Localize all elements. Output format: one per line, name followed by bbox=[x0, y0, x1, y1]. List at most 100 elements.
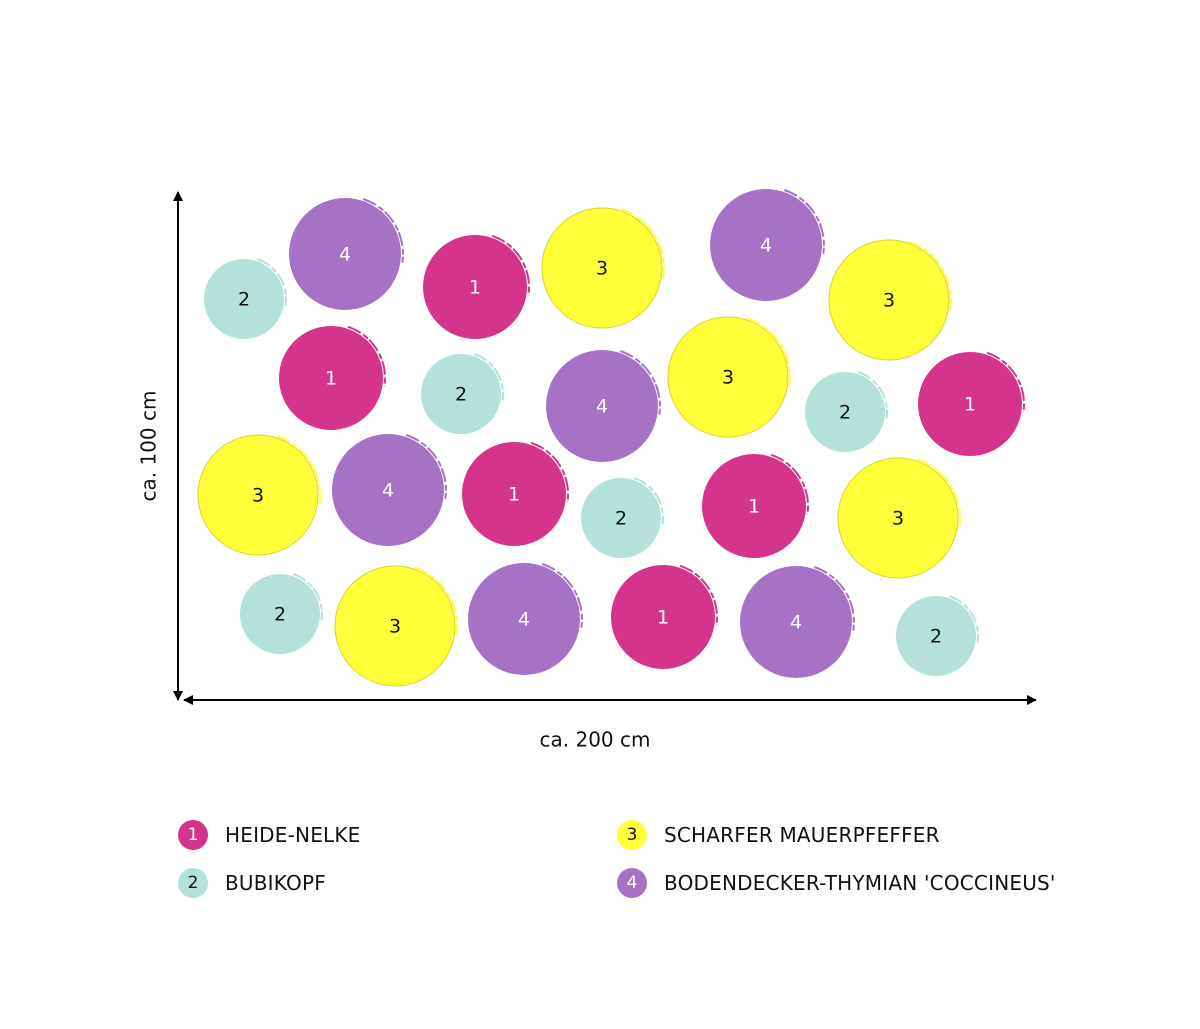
legend-label-1: HEIDE-NELKE bbox=[225, 823, 361, 847]
brush-stroke bbox=[747, 317, 791, 387]
width-dimension-label: ca. 200 cm bbox=[540, 728, 651, 752]
plant-number-label: 2 bbox=[274, 604, 286, 626]
plant-circle bbox=[611, 565, 715, 669]
plant-heide-nelke: 1 bbox=[702, 453, 809, 558]
plant-circle bbox=[828, 239, 950, 361]
plant-number-label: 3 bbox=[722, 367, 734, 389]
brush-stroke bbox=[813, 566, 855, 631]
brush-stroke bbox=[633, 477, 664, 525]
plant-number-label: 4 bbox=[339, 244, 351, 266]
plant-number-label: 1 bbox=[964, 394, 976, 416]
plant-number-label: 1 bbox=[748, 496, 760, 518]
plant-heide-nelke: 1 bbox=[611, 564, 718, 669]
plant-heide-nelke: 1 bbox=[918, 351, 1025, 456]
plant-number-label: 4 bbox=[596, 396, 608, 418]
plant-scharfer-mauerpfeffer: 3 bbox=[334, 565, 458, 687]
plant-circle bbox=[423, 235, 527, 339]
plant-bodendecker-thymian: 4 bbox=[546, 350, 661, 462]
legend-item-bodendecker-thymian: 4 BODENDECKER-THYMIAN 'COCCINEUS' bbox=[617, 868, 1056, 898]
plant-bodendecker-thymian: 4 bbox=[289, 198, 404, 310]
plant-circle bbox=[541, 207, 663, 329]
brush-stroke bbox=[948, 595, 979, 643]
plant-number-label: 2 bbox=[455, 384, 467, 406]
brush-stroke bbox=[256, 258, 287, 306]
plant-circle bbox=[204, 259, 284, 339]
brush-stroke bbox=[770, 453, 809, 515]
brush-stroke bbox=[414, 566, 458, 636]
plant-number-label: 4 bbox=[382, 480, 394, 502]
plant-bodendecker-thymian: 4 bbox=[710, 189, 825, 301]
plant-circle bbox=[918, 352, 1022, 456]
plant-circle bbox=[702, 454, 806, 558]
legend-marker-3: 3 bbox=[617, 820, 647, 850]
plant-circle bbox=[667, 316, 789, 438]
plant-number-label: 4 bbox=[790, 612, 802, 634]
plant-circle bbox=[197, 434, 319, 556]
legend-label-3: SCHARFER MAUERPFEFFER bbox=[664, 823, 940, 847]
plant-scharfer-mauerpfeffer: 3 bbox=[541, 207, 665, 329]
plant-circle bbox=[462, 442, 566, 546]
plant-circle bbox=[805, 372, 885, 452]
plant-number-label: 1 bbox=[657, 607, 669, 629]
legend-item-bubikopf: 2 BUBIKOPF bbox=[178, 868, 326, 898]
plant-bubikopf: 2 bbox=[805, 371, 888, 452]
brush-stroke bbox=[917, 458, 961, 528]
brush-stroke bbox=[405, 434, 447, 499]
plant-scharfer-mauerpfeffer: 3 bbox=[197, 434, 321, 556]
plant-bubikopf: 2 bbox=[581, 477, 664, 558]
plant-number-label: 2 bbox=[238, 289, 250, 311]
brush-stroke bbox=[621, 208, 665, 278]
height-dimension-label: ca. 100 cm bbox=[137, 391, 161, 502]
legend-marker-1: 1 bbox=[178, 820, 208, 850]
plant-scharfer-mauerpfeffer: 3 bbox=[667, 316, 791, 438]
plant-circle bbox=[421, 354, 501, 434]
legend-label-2: BUBIKOPF bbox=[225, 871, 326, 895]
brush-stroke bbox=[292, 573, 323, 621]
plant-number-label: 4 bbox=[518, 609, 530, 631]
plant-circle bbox=[468, 563, 580, 675]
brush-stroke bbox=[362, 198, 404, 263]
legend-item-heide-nelke: 1 HEIDE-NELKE bbox=[178, 820, 361, 850]
plant-circle bbox=[279, 326, 383, 430]
plant-bubikopf: 2 bbox=[896, 595, 979, 676]
plant-number-label: 3 bbox=[596, 258, 608, 280]
brush-stroke bbox=[783, 189, 825, 254]
brush-stroke bbox=[986, 351, 1025, 413]
plant-number-label: 3 bbox=[252, 485, 264, 507]
plant-circle bbox=[332, 434, 444, 546]
legend-marker-2: 2 bbox=[178, 868, 208, 898]
plant-number-label: 4 bbox=[760, 235, 772, 257]
legend-marker-4: 4 bbox=[617, 868, 647, 898]
plant-number-label: 2 bbox=[615, 508, 627, 530]
brush-stroke bbox=[619, 350, 661, 415]
brush-stroke bbox=[857, 371, 888, 419]
plant-scharfer-mauerpfeffer: 3 bbox=[837, 457, 961, 579]
brush-stroke bbox=[541, 563, 583, 628]
plant-heide-nelke: 1 bbox=[423, 234, 530, 339]
plant-number-label: 3 bbox=[389, 616, 401, 638]
plant-circle bbox=[740, 566, 852, 678]
plant-number-label: 1 bbox=[508, 484, 520, 506]
brush-stroke bbox=[277, 435, 321, 505]
plant-circle bbox=[334, 565, 456, 687]
brush-stroke bbox=[908, 240, 952, 310]
plant-circle bbox=[837, 457, 959, 579]
plant-bubikopf: 2 bbox=[204, 258, 287, 339]
plant-circle bbox=[240, 574, 320, 654]
plant-heide-nelke: 1 bbox=[279, 325, 386, 430]
legend-item-scharfer-mauerpfeffer: 3 SCHARFER MAUERPFEFFER bbox=[617, 820, 940, 850]
plant-bodendecker-thymian: 4 bbox=[740, 566, 855, 678]
plant-circle bbox=[546, 350, 658, 462]
brush-stroke bbox=[347, 325, 386, 387]
plant-circle bbox=[896, 596, 976, 676]
plant-number-label: 2 bbox=[839, 402, 851, 424]
brush-stroke bbox=[679, 564, 718, 626]
plant-number-label: 1 bbox=[325, 368, 337, 390]
plant-heide-nelke: 1 bbox=[462, 441, 569, 546]
plant-bubikopf: 2 bbox=[421, 353, 504, 434]
brush-stroke bbox=[530, 441, 569, 503]
plant-bubikopf: 2 bbox=[240, 573, 323, 654]
plant-circle bbox=[710, 189, 822, 301]
plant-number-label: 2 bbox=[930, 626, 942, 648]
